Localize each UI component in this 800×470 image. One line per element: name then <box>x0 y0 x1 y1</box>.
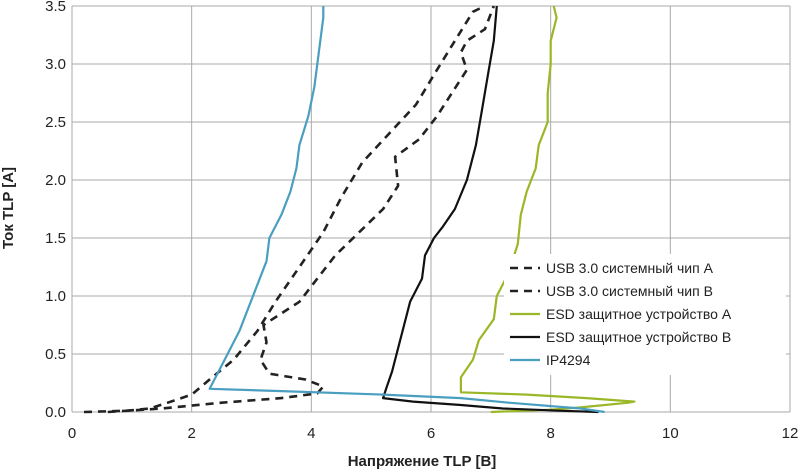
tick-labels: 0 2 4 6 8 10 12 0.0 0.5 1.0 1.5 2.0 2.5 3.0 3.5 <box>45 0 798 442</box>
y-tick-label: 1.0 <box>45 288 66 305</box>
x-axis-label: Напряжение TLP [В] <box>348 453 497 470</box>
x-tick-label: 0 <box>68 425 76 442</box>
series-layer <box>83 4 636 414</box>
x-tick-label: 6 <box>427 425 435 442</box>
legend: USB 3.0 системный чип A USB 3.0 системный… <box>504 254 786 375</box>
y-tick-label: 2.0 <box>45 172 66 189</box>
legend-label: USB 3.0 системный чип A <box>546 260 714 276</box>
legend-label: USB 3.0 системный чип B <box>546 283 713 299</box>
y-tick-label: 1.5 <box>45 230 66 247</box>
y-tick-label: 3.5 <box>45 0 66 15</box>
y-tick-label: 3.0 <box>45 56 66 73</box>
y-tick-label: 2.5 <box>45 114 66 131</box>
x-tick-label: 8 <box>546 425 554 442</box>
series-line-3 <box>459 5 636 414</box>
y-tick-label: 0.0 <box>45 404 66 421</box>
legend-label: ESD защитное устройство A <box>546 306 732 322</box>
x-tick-label: 12 <box>782 425 799 442</box>
series-line-5 <box>208 6 605 414</box>
series-line-2 <box>107 5 496 414</box>
series-line-4 <box>382 5 599 414</box>
x-tick-label: 10 <box>662 425 679 442</box>
x-tick-label: 4 <box>307 425 315 442</box>
legend-label: ESD защитное устройство B <box>546 329 731 345</box>
y-axis-label: Ток TLP [А] <box>0 167 17 249</box>
x-tick-label: 2 <box>187 425 195 442</box>
legend-label: IP4294 <box>546 352 591 368</box>
series-line-1 <box>83 4 486 414</box>
y-tick-label: 0.5 <box>45 346 66 363</box>
legend-background <box>504 254 786 375</box>
